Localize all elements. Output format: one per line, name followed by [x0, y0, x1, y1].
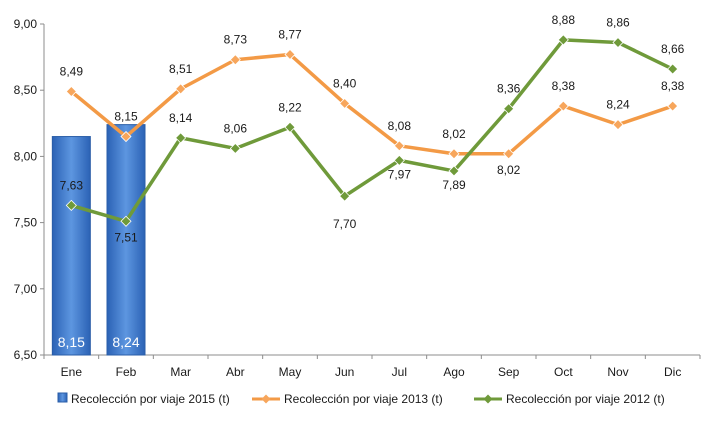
data-label: 8,66 — [661, 42, 685, 56]
legend-label: Recolección por viaje 2012 (t) — [506, 392, 665, 406]
data-label: 7,51 — [114, 230, 138, 244]
data-label: 7,97 — [388, 167, 412, 181]
data-label: 8,38 — [661, 79, 685, 93]
data-label: 8,02 — [442, 127, 466, 141]
axes: 6,50 7,00 7,50 8,00 8,50 9,00 Ene Feb Mar Abr May J… — [14, 17, 701, 379]
point-marker — [65, 85, 77, 98]
point-marker — [503, 103, 515, 115]
x-tick-label: Sep — [498, 365, 520, 379]
legend-label: Recolección por viaje 2013 (t) — [284, 392, 443, 406]
legend-swatch-2015 — [57, 392, 68, 403]
point-marker — [612, 119, 624, 131]
x-tick-label: Jul — [392, 365, 407, 379]
data-label: 8,36 — [497, 82, 521, 96]
point-marker — [448, 148, 460, 160]
data-label: 8,73 — [224, 33, 248, 47]
line-series — [65, 34, 679, 227]
bar-value-label: 8,24 — [112, 334, 139, 350]
legend-label-2015: Recolección por viaje 2015 (t) — [71, 392, 230, 406]
bar-value-label: 8,15 — [58, 334, 85, 350]
data-label: 8,38 — [552, 79, 576, 93]
point-marker — [175, 83, 187, 95]
legend-marker — [261, 394, 271, 404]
point-marker — [229, 142, 241, 155]
point-marker — [175, 132, 187, 144]
data-label: 8,86 — [606, 16, 630, 30]
x-tick-label: Oct — [554, 365, 573, 379]
data-label: 7,70 — [333, 217, 357, 231]
bar-2015 — [106, 124, 146, 356]
point-marker — [393, 154, 405, 166]
data-label: 8,77 — [278, 27, 302, 41]
point-marker — [448, 165, 460, 177]
data-label: 8,14 — [169, 111, 193, 125]
data-label: 8,49 — [60, 65, 84, 79]
point-marker — [503, 148, 515, 160]
point-marker — [667, 100, 679, 112]
point-marker — [557, 34, 569, 46]
data-label: 8,22 — [278, 100, 302, 114]
point-marker — [65, 199, 77, 211]
x-tick-label: Feb — [116, 365, 137, 379]
point-marker — [612, 36, 624, 49]
point-marker — [667, 63, 679, 75]
data-label: 8,06 — [224, 121, 248, 135]
point-marker — [229, 54, 241, 66]
legend-marker — [483, 394, 493, 404]
x-tick-label: Mar — [170, 365, 191, 379]
y-tick-label: 8,50 — [14, 83, 38, 97]
data-label: 8,24 — [606, 98, 630, 112]
x-tick-label: May — [279, 365, 302, 379]
point-marker — [284, 48, 296, 61]
bars-2015: 8,15 8,24 — [51, 124, 146, 356]
data-label: 7,89 — [442, 178, 466, 192]
series-line-2012 — [70, 38, 674, 224]
series-line-2013 — [70, 52, 674, 156]
point-marker — [284, 121, 296, 133]
bar-2015 — [51, 136, 91, 356]
point-marker — [120, 215, 132, 227]
data-label: 8,40 — [333, 76, 357, 90]
x-tick-label: Dic — [664, 365, 681, 379]
y-tick-label: 9,00 — [14, 17, 38, 31]
data-label: 8,15 — [114, 110, 138, 124]
data-labels: 8,49 8,15 8,51 8,73 8,77 8,40 8,08 8,02 8,02 8,38… — [60, 13, 685, 244]
data-label: 8,08 — [388, 119, 412, 133]
point-marker — [339, 190, 351, 202]
x-tick-label: Abr — [226, 365, 245, 379]
y-tick-label: 8,00 — [14, 149, 38, 163]
x-tick-label: Jun — [335, 365, 354, 379]
y-tick-label: 6,50 — [14, 348, 38, 362]
x-tick-label: Nov — [607, 365, 628, 379]
legend: Recolección por viaje 2015 (t) Recolecció… — [57, 392, 665, 406]
point-marker — [120, 130, 132, 143]
point-marker — [339, 97, 351, 110]
data-label: 7,63 — [60, 178, 84, 192]
data-label: 8,88 — [552, 13, 576, 27]
data-label: 8,51 — [169, 62, 193, 76]
y-tick-label: 7,00 — [14, 282, 38, 296]
point-marker — [393, 140, 405, 152]
point-marker — [557, 100, 569, 112]
x-tick-label: Ene — [61, 365, 83, 379]
y-tick-label: 7,50 — [14, 216, 38, 230]
data-label: 8,02 — [497, 163, 521, 177]
x-tick-label: Ago — [443, 365, 465, 379]
